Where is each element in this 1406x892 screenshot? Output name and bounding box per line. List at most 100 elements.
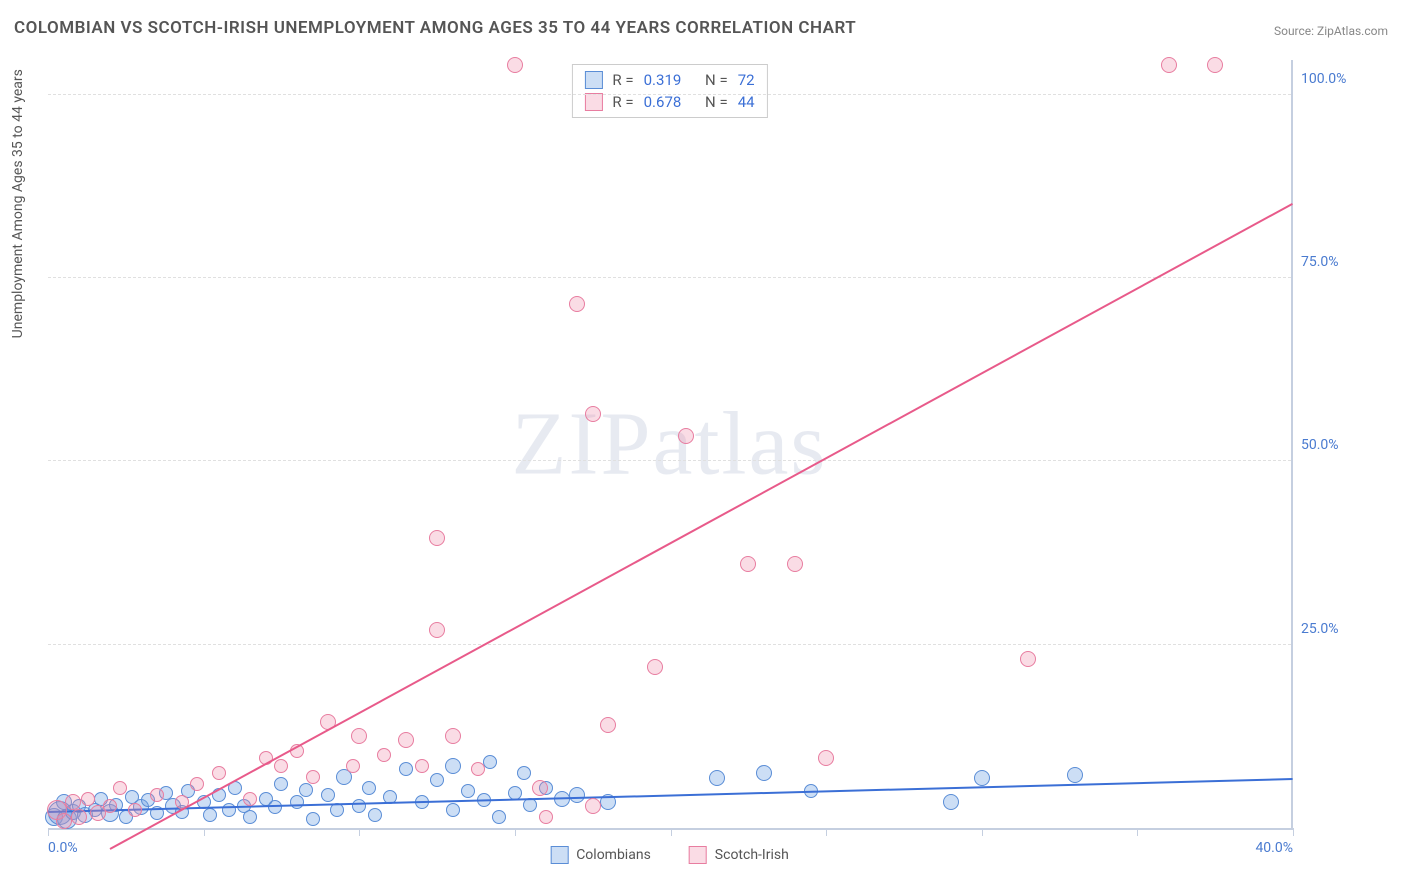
legend-swatch-pink — [584, 93, 602, 111]
scatter-point[interactable] — [461, 784, 475, 798]
scatter-point[interactable] — [415, 759, 429, 773]
scatter-point[interactable] — [429, 622, 445, 638]
scatter-point[interactable] — [81, 792, 95, 806]
scatter-point[interactable] — [321, 788, 335, 802]
legend-label-scotchirish: Scotch-Irish — [715, 847, 789, 863]
scatter-point[interactable] — [299, 783, 313, 797]
n-value-colombians: 72 — [738, 71, 755, 89]
n-label: N = — [705, 71, 728, 89]
scatter-point[interactable] — [756, 765, 772, 781]
watermark-atlas: atlas — [653, 395, 828, 494]
bottom-legend: Colombians Scotch-Irish — [550, 846, 789, 864]
scatter-point[interactable] — [56, 813, 72, 829]
y-axis-label: Unemployment Among Ages 35 to 44 years — [10, 69, 26, 338]
scatter-point[interactable] — [740, 556, 756, 572]
r-value-scotchirish: 0.678 — [644, 93, 682, 111]
scatter-point[interactable] — [1020, 651, 1036, 667]
scatter-point[interactable] — [306, 812, 320, 826]
source-link[interactable]: Source: ZipAtlas.com — [1274, 24, 1388, 38]
scatter-point[interactable] — [974, 770, 990, 786]
scatter-point[interactable] — [678, 428, 694, 444]
scatter-point[interactable] — [243, 810, 257, 824]
scatter-point[interactable] — [585, 406, 601, 422]
scatter-point[interactable] — [445, 758, 461, 774]
scatter-point[interactable] — [243, 792, 257, 806]
scatter-point[interactable] — [274, 759, 288, 773]
scatter-point[interactable] — [532, 780, 548, 796]
scatter-point[interactable] — [398, 732, 414, 748]
scatter-point[interactable] — [600, 717, 616, 733]
scatter-point[interactable] — [150, 788, 164, 802]
scatter-point[interactable] — [471, 762, 485, 776]
scatter-point[interactable] — [346, 759, 360, 773]
scatter-point[interactable] — [517, 766, 531, 780]
legend-item-scotchirish[interactable]: Scotch-Irish — [689, 846, 789, 864]
scatter-point[interactable] — [377, 748, 391, 762]
legend-item-colombians[interactable]: Colombians — [550, 846, 651, 864]
y-tick-label: 50.0% — [1301, 437, 1361, 453]
scatter-point[interactable] — [368, 808, 382, 822]
x-tick-label: 0.0% — [48, 840, 78, 856]
scatter-point[interactable] — [569, 296, 585, 312]
scatter-point[interactable] — [483, 755, 497, 769]
scatter-point[interactable] — [429, 530, 445, 546]
x-tick — [1137, 828, 1138, 836]
scatter-point[interactable] — [492, 810, 506, 824]
scatter-point[interactable] — [306, 770, 320, 784]
x-tick — [359, 828, 360, 836]
chart-title: COLOMBIAN VS SCOTCH-IRISH UNEMPLOYMENT A… — [14, 18, 856, 38]
scatter-point[interactable] — [268, 800, 282, 814]
scatter-point[interactable] — [352, 799, 366, 813]
scatter-point[interactable] — [539, 810, 553, 824]
scatter-point[interactable] — [113, 781, 127, 795]
legend-row-colombians: R = 0.319 N = 72 — [584, 69, 754, 91]
scatter-point[interactable] — [203, 808, 217, 822]
r-value-colombians: 0.319 — [644, 71, 682, 89]
plot-area: ZIPatlas R = 0.319 N = 72 R = 0.678 N = … — [48, 60, 1293, 830]
scatter-point[interactable] — [362, 781, 376, 795]
legend-swatch-blue — [584, 71, 602, 89]
scatter-point[interactable] — [445, 728, 461, 744]
scatter-point[interactable] — [71, 809, 87, 825]
x-tick — [982, 828, 983, 836]
scatter-point[interactable] — [430, 773, 444, 787]
scatter-point[interactable] — [585, 798, 601, 814]
scatter-point[interactable] — [507, 57, 523, 73]
x-tick — [826, 828, 827, 836]
scatter-point[interactable] — [709, 770, 725, 786]
y-tick-label: 100.0% — [1301, 71, 1361, 87]
scatter-point[interactable] — [103, 799, 117, 813]
scatter-point[interactable] — [647, 659, 663, 675]
scatter-point[interactable] — [290, 795, 304, 809]
scatter-point[interactable] — [212, 766, 226, 780]
scatter-point[interactable] — [569, 787, 585, 803]
gridline — [48, 644, 1291, 645]
legend-swatch-pink-icon — [689, 846, 707, 864]
watermark-zip: ZIP — [512, 395, 653, 494]
scatter-point[interactable] — [1207, 57, 1223, 73]
scatter-point[interactable] — [787, 556, 803, 572]
scatter-point[interactable] — [943, 794, 959, 810]
x-tick — [204, 828, 205, 836]
scatter-point[interactable] — [128, 803, 142, 817]
scatter-point[interactable] — [399, 762, 413, 776]
scatter-point[interactable] — [274, 777, 288, 791]
scatter-point[interactable] — [446, 803, 460, 817]
scatter-point[interactable] — [222, 803, 236, 817]
x-tick — [48, 828, 49, 836]
r-label: R = — [612, 71, 633, 89]
gridline — [48, 460, 1291, 461]
trend-line — [110, 203, 1294, 850]
scatter-point[interactable] — [351, 728, 367, 744]
x-tick — [1293, 828, 1294, 836]
x-tick-label: 40.0% — [1255, 840, 1293, 856]
y-tick-label: 25.0% — [1301, 621, 1361, 637]
scatter-point[interactable] — [190, 777, 204, 791]
scatter-point[interactable] — [65, 794, 81, 810]
scatter-point[interactable] — [1067, 767, 1083, 783]
gridline — [48, 94, 1291, 95]
n-value-scotchirish: 44 — [738, 93, 755, 111]
legend-label-colombians: Colombians — [576, 847, 651, 863]
scatter-point[interactable] — [1161, 57, 1177, 73]
scatter-point[interactable] — [818, 750, 834, 766]
